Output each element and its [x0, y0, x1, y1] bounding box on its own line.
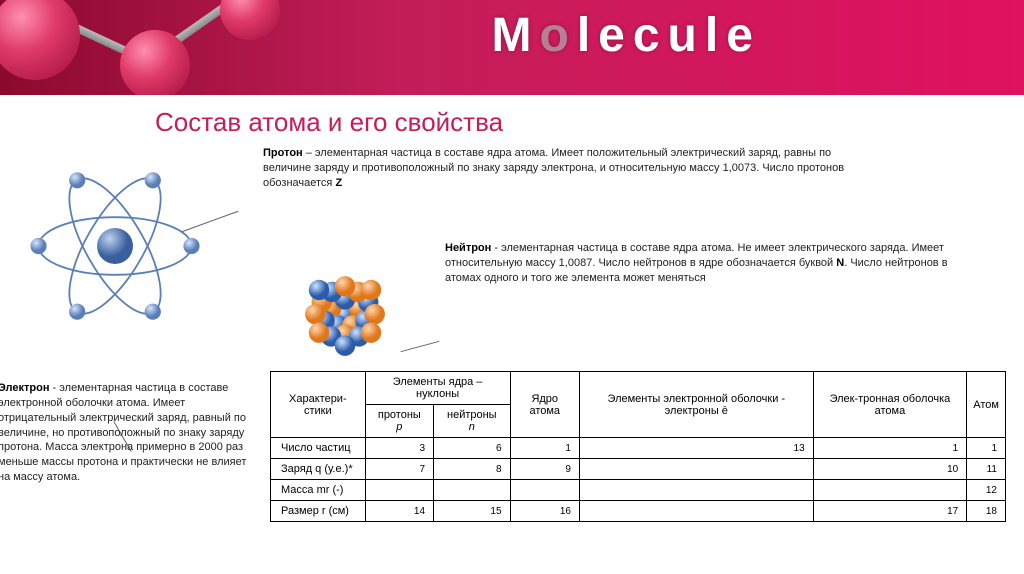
th-shell-electrons: Элементы электронной оболочки - электрон…	[579, 372, 813, 438]
molecule-sphere	[120, 30, 190, 95]
nucleus-diagram	[280, 251, 410, 381]
neutron-symbol: N	[836, 257, 844, 269]
electron-text: - элементарная частица в составе электро…	[0, 382, 246, 483]
cell-value: 11	[967, 459, 1006, 480]
th-protons: протоныp	[365, 405, 433, 438]
cell-value: 14	[365, 501, 433, 522]
row-label: Заряд q (у.е.)*	[271, 459, 366, 480]
table-row: Заряд q (у.е.)*789 1011	[271, 459, 1006, 480]
proton-label: Протон	[263, 147, 303, 159]
cell-value	[365, 480, 433, 501]
page-title: Состав атома и его свойства	[155, 107, 1024, 138]
particles-table: Характери-стики Элементы ядра – нуклоны …	[270, 371, 1006, 522]
cell-value: 12	[967, 480, 1006, 501]
cell-value: 1	[967, 438, 1006, 459]
row-label: Масса mr (-)	[271, 480, 366, 501]
th-nucleons: Элементы ядра – нуклоны	[365, 372, 510, 405]
th-neutrons: нейтроныn	[434, 405, 511, 438]
cell-value: 1	[813, 438, 967, 459]
th-atom: Атом	[967, 372, 1006, 438]
cell-value: 10	[813, 459, 967, 480]
row-label: Размер r (см)	[271, 501, 366, 522]
proton-symbol: Z	[335, 177, 342, 189]
cell-value	[579, 459, 813, 480]
electron-label: Электрон	[0, 382, 50, 394]
cell-value: 1	[510, 438, 579, 459]
cell-value	[579, 480, 813, 501]
neutron-definition: Нейтрон - элементарная частица в составе…	[445, 241, 985, 286]
th-electron-shell: Элек-тронная оболочка атома	[813, 372, 967, 438]
cell-value: 8	[434, 459, 511, 480]
cell-value	[579, 501, 813, 522]
banner: Molecule	[0, 0, 1024, 95]
cell-value	[510, 480, 579, 501]
cell-value: 7	[365, 459, 433, 480]
cell-value: 3	[365, 438, 433, 459]
content-area: Протон – элементарная частица в составе …	[0, 146, 1024, 191]
th-characteristics: Характери-стики	[271, 372, 366, 438]
molecule-sphere	[0, 0, 80, 80]
cell-value	[434, 480, 511, 501]
atom-diagram	[25, 156, 205, 336]
cell-value: 15	[434, 501, 511, 522]
cell-value: 18	[967, 501, 1006, 522]
th-nucleus: Ядро атома	[510, 372, 579, 438]
cell-value: 13	[579, 438, 813, 459]
banner-title: Molecule	[492, 8, 761, 63]
proton-definition: Протон – элементарная частица в составе …	[263, 146, 873, 191]
row-label: Число частиц	[271, 438, 366, 459]
neutron-label: Нейтрон	[445, 242, 491, 254]
cell-value: 16	[510, 501, 579, 522]
electron-definition: Электрон - элементарная частица в состав…	[0, 381, 253, 485]
cell-value: 6	[434, 438, 511, 459]
molecule-sphere	[220, 0, 280, 40]
table-row: Число частиц3611311	[271, 438, 1006, 459]
cell-value: 9	[510, 459, 579, 480]
proton-text: – элементарная частица в составе ядра ат…	[263, 147, 844, 189]
cell-value	[813, 480, 967, 501]
cell-value: 17	[813, 501, 967, 522]
table-row: Масса mr (-) 12	[271, 480, 1006, 501]
table-row: Размер r (см)141516 1718	[271, 501, 1006, 522]
